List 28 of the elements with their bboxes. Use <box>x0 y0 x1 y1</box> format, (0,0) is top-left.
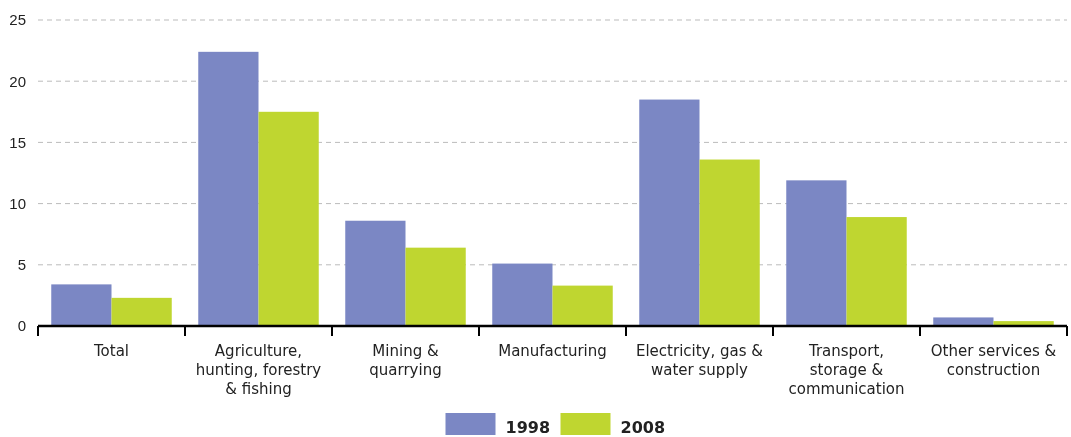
bar <box>933 317 994 326</box>
y-tick-label: 20 <box>9 72 26 90</box>
x-tick-label: Manufacturing <box>498 342 607 360</box>
y-tick-label: 15 <box>9 133 26 151</box>
legend-label: 1998 <box>505 418 551 437</box>
x-tick-label: Mining & quarrying <box>369 342 442 379</box>
bar <box>846 217 907 326</box>
bar <box>258 111 319 326</box>
legend-label: 2008 <box>620 418 666 437</box>
y-tick-label: 5 <box>17 256 26 274</box>
bar <box>345 220 406 326</box>
x-tick-label: Other services & construction <box>930 342 1057 379</box>
x-tick-label: Transport, storage & communication <box>788 342 905 398</box>
bar <box>51 284 112 326</box>
y-tick-label: 10 <box>9 194 26 212</box>
bar <box>492 263 553 326</box>
x-tick-label: Total <box>92 342 130 360</box>
x-tick-label: Agriculture, hunting, forestry & fishing <box>195 342 322 398</box>
bar <box>786 180 847 326</box>
bar <box>699 159 760 326</box>
bar <box>198 51 259 326</box>
bar <box>552 285 613 326</box>
y-tick-label: 25 <box>9 11 26 29</box>
bar <box>639 99 700 326</box>
bar <box>405 247 466 326</box>
x-tick-label: Electricity, gas & water supply <box>635 342 764 379</box>
bar <box>111 297 172 326</box>
y-tick-label: 0 <box>17 317 26 335</box>
